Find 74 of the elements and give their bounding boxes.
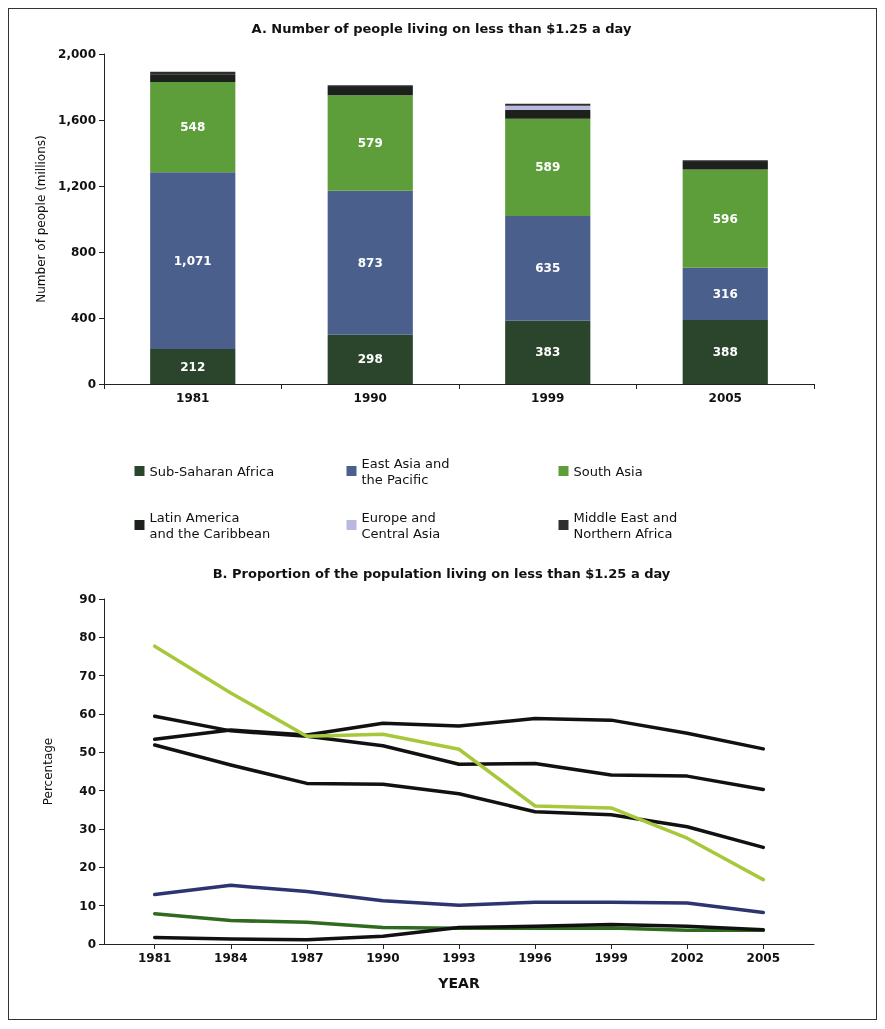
data-label: 383 bbox=[535, 345, 561, 360]
y-tick-label: 50 bbox=[79, 745, 96, 760]
y-tick-label: 2,000 bbox=[58, 47, 96, 61]
x-tick-label: 2005 bbox=[746, 951, 780, 965]
data-label: 589 bbox=[535, 160, 561, 175]
x-tick-label: 1999 bbox=[594, 951, 628, 965]
data-label: 388 bbox=[712, 344, 738, 359]
bar bbox=[505, 320, 591, 384]
x-tick-label: 1981 bbox=[138, 951, 172, 965]
bar bbox=[505, 105, 591, 110]
legend-label: Sub-Saharan Africa bbox=[149, 463, 275, 479]
bar bbox=[327, 95, 413, 191]
data-label: 596 bbox=[712, 211, 738, 226]
bar bbox=[682, 169, 768, 268]
chart-title: B. Proportion of the population living on less than $1.25 a day bbox=[212, 566, 671, 581]
y-tick-label: 0 bbox=[87, 377, 96, 391]
bar bbox=[150, 349, 236, 384]
y-tick-label: 0 bbox=[87, 937, 96, 951]
chart-title: A. Number of people living on less than $1.25 a day bbox=[251, 21, 632, 36]
bar bbox=[682, 319, 768, 384]
y-tick-label: 10 bbox=[79, 898, 96, 913]
legend-label: South Asia bbox=[573, 463, 643, 479]
bar bbox=[150, 81, 236, 173]
x-tick-label: 1999 bbox=[531, 391, 565, 405]
data-label: 316 bbox=[712, 286, 738, 301]
bar bbox=[327, 190, 413, 335]
bar bbox=[327, 334, 413, 384]
bar bbox=[682, 267, 768, 320]
line-series bbox=[152, 743, 766, 850]
x-tick-label: 2002 bbox=[670, 951, 704, 965]
data-label: 635 bbox=[535, 261, 561, 276]
y-tick-label: 60 bbox=[79, 707, 96, 721]
bar bbox=[505, 216, 591, 321]
x-tick-label: 1984 bbox=[214, 951, 248, 965]
bar bbox=[682, 162, 768, 170]
data-label: 548 bbox=[180, 120, 206, 135]
legend-label: Latin America and the Caribbean bbox=[149, 509, 271, 541]
legend-label: East Asia and the Pacific bbox=[361, 455, 450, 487]
y-tick-label: 80 bbox=[79, 630, 96, 645]
data-label: 579 bbox=[357, 136, 383, 151]
bar bbox=[505, 109, 591, 119]
y-tick-label: 800 bbox=[70, 245, 96, 259]
y-tick-label: 70 bbox=[79, 668, 96, 683]
line-series bbox=[152, 714, 766, 792]
y-tick-label: 1,200 bbox=[58, 179, 96, 193]
x-tick-label: 1990 bbox=[353, 391, 387, 405]
bar bbox=[327, 87, 413, 96]
y-axis-title: Number of people (millions) bbox=[34, 135, 49, 303]
x-tick-label: 2005 bbox=[708, 391, 742, 405]
data-label: 212 bbox=[180, 359, 206, 374]
x-tick-label: 1990 bbox=[366, 951, 400, 965]
data-label: 873 bbox=[357, 255, 383, 270]
legend-label: Middle East and Northern Africa bbox=[573, 509, 678, 541]
y-axis-title: Percentage bbox=[41, 737, 55, 806]
x-tick-label: 1987 bbox=[290, 951, 324, 965]
y-tick-label: 20 bbox=[79, 860, 96, 875]
x-tick-label: 1981 bbox=[176, 391, 210, 405]
y-tick-label: 30 bbox=[79, 822, 96, 836]
x-axis-title: YEAR bbox=[437, 975, 480, 991]
bar bbox=[150, 172, 236, 350]
data-label: 298 bbox=[357, 352, 383, 367]
x-tick-label: 1996 bbox=[518, 951, 552, 965]
line-series bbox=[152, 644, 766, 882]
legend-label: Europe and Central Asia bbox=[361, 509, 441, 541]
y-tick-label: 1,600 bbox=[58, 113, 96, 127]
y-tick-label: 400 bbox=[70, 311, 96, 325]
y-tick-label: 90 bbox=[79, 592, 96, 606]
x-tick-label: 1993 bbox=[442, 951, 476, 965]
bar bbox=[505, 118, 591, 217]
data-label: 1,071 bbox=[173, 253, 212, 268]
y-tick-label: 40 bbox=[79, 783, 96, 798]
bar bbox=[150, 74, 236, 82]
line-series bbox=[152, 883, 766, 915]
line-series bbox=[152, 922, 766, 942]
